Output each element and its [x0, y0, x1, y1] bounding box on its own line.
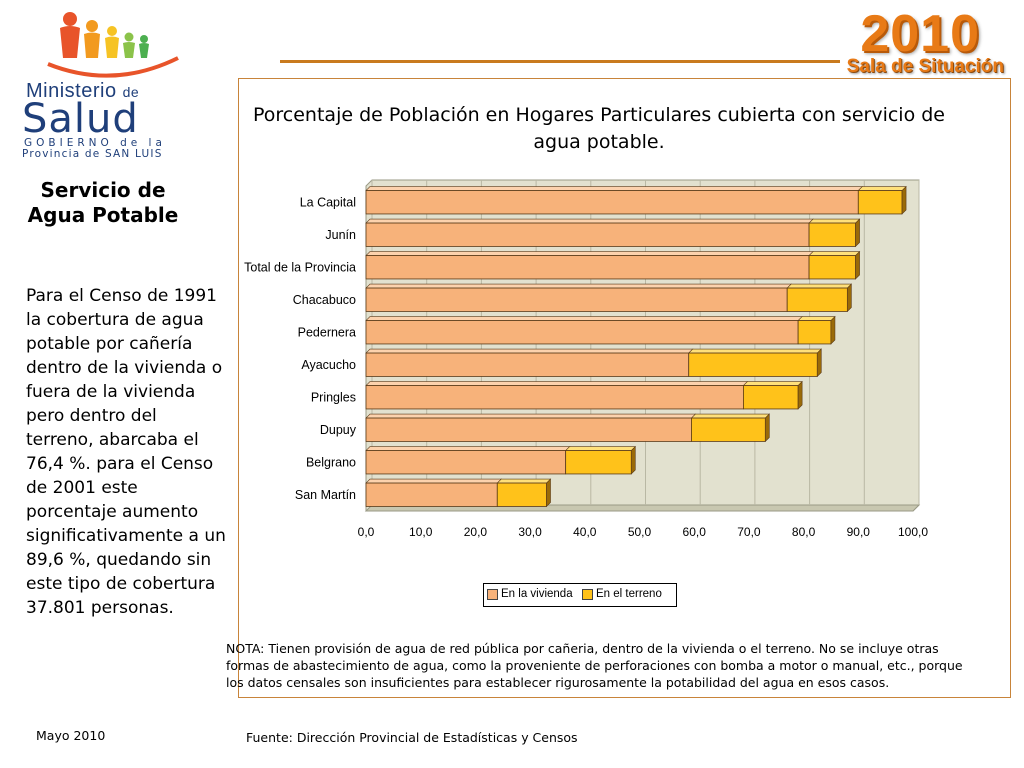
year-label: 2010: [860, 5, 980, 63]
sidebar-title: Servicio de Agua Potable: [27, 178, 179, 227]
legend-item-vivienda: En la vivienda: [487, 588, 573, 600]
source-text: Fuente: Dirección Provincial de Estadíst…: [246, 730, 578, 745]
provincia-text: Provincia de SAN LUIS: [22, 148, 163, 160]
legend-swatch-vivienda: [487, 588, 498, 600]
content-frame: [238, 78, 1011, 698]
legend-item-terreno: En el terreno: [582, 588, 662, 600]
header-rule: [280, 60, 840, 63]
salud-text: Salud: [22, 96, 139, 142]
ministerio-text: Ministerio de: [26, 80, 140, 102]
legend-swatch-terreno: [582, 588, 593, 600]
arc-icon: [47, 56, 179, 78]
sidebar-body: Para el Censo de 1991 la cobertura de ag…: [26, 286, 226, 618]
chart-title: Porcentaje de Población en Hogares Parti…: [253, 104, 945, 153]
chart-legend: En la vivienda En el terreno: [483, 583, 677, 607]
legend-label-vivienda: En la vivienda: [501, 588, 573, 600]
legend-label-terreno: En el terreno: [596, 588, 662, 600]
gobierno-text: GOBIERNO de la: [24, 137, 166, 149]
note-text: NOTA: Tienen provisión de agua de red pú…: [226, 641, 963, 690]
people-icon: [60, 12, 149, 58]
ministerio-logo: [47, 12, 179, 78]
date-text: Mayo 2010: [36, 728, 106, 743]
sala-label: Sala de Situación: [846, 56, 1004, 77]
